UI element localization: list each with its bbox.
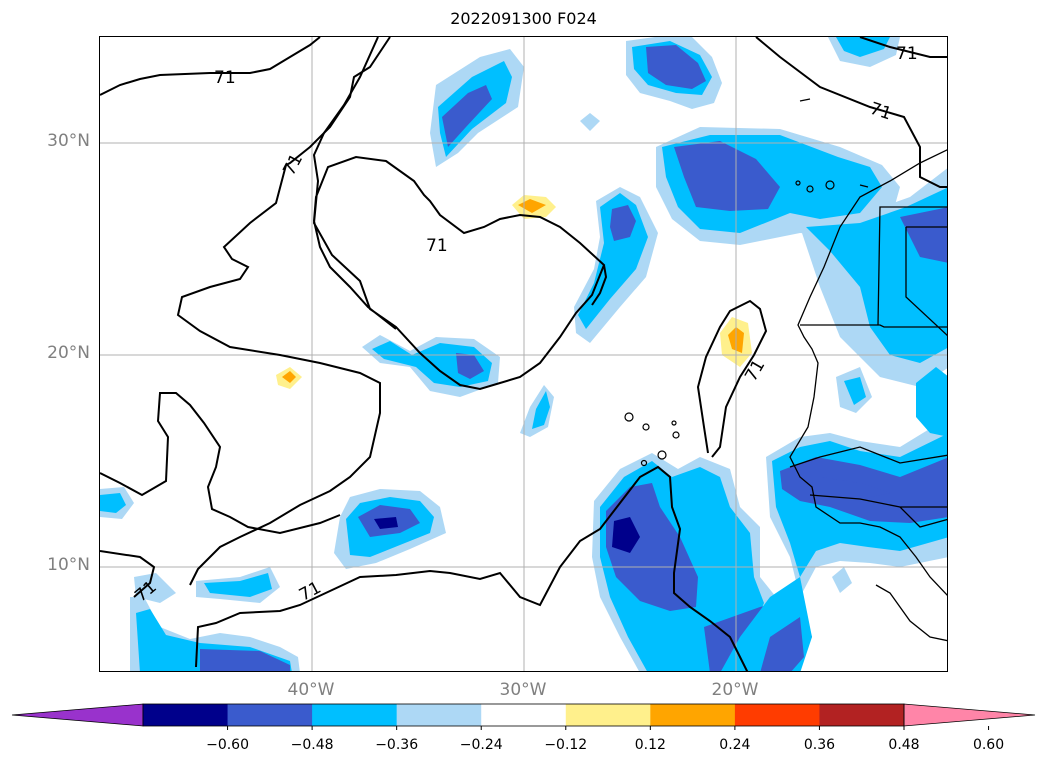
longitude-label: 40°W bbox=[287, 680, 335, 700]
negative-anomaly-region bbox=[674, 141, 780, 211]
map-plot-area: 71 71 71 71 71 71 71 71 bbox=[99, 36, 948, 672]
negative-anomaly-region bbox=[916, 367, 947, 437]
colorbar-cell bbox=[565, 704, 651, 726]
negative-anomaly-region bbox=[832, 567, 852, 593]
colorbar-tick-label: −0.12 bbox=[544, 737, 588, 753]
colorbar-cell bbox=[227, 704, 313, 726]
island-layer bbox=[624, 180, 835, 467]
latitude-label: 30°N bbox=[47, 131, 90, 151]
colorbar-tick-label: −0.36 bbox=[375, 737, 419, 753]
negative-anomaly-region bbox=[134, 573, 176, 603]
negative-anomaly-region bbox=[820, 477, 890, 499]
coastline-layer bbox=[789, 98, 947, 642]
negative-anomaly-region bbox=[580, 113, 600, 131]
colorbar-outline bbox=[142, 703, 905, 727]
negative-anomaly-region bbox=[844, 377, 866, 405]
colorbar-cell bbox=[481, 704, 567, 726]
contour-label: 71 bbox=[426, 236, 448, 256]
colorbar-cell bbox=[312, 704, 398, 726]
contour-label: 71 bbox=[867, 99, 894, 125]
colorbar-extend-low bbox=[11, 703, 144, 727]
latitude-label: 10°N bbox=[47, 555, 90, 575]
negative-anomaly-region bbox=[374, 517, 398, 529]
negative-anomaly-region bbox=[646, 45, 706, 89]
negative-anomaly-region bbox=[456, 353, 484, 379]
negative-anomaly-region bbox=[100, 493, 126, 513]
contour-label: 71 bbox=[214, 68, 236, 88]
negative-anomaly-region bbox=[532, 391, 550, 429]
negative-anomaly-region bbox=[200, 649, 290, 671]
map-title: 2022091300 F024 bbox=[450, 9, 597, 28]
negative-anomaly-region bbox=[760, 617, 804, 671]
colorbar-extend-high bbox=[903, 703, 1036, 727]
colorbar-tick-label: 0.24 bbox=[719, 737, 751, 753]
positive-anomaly-region bbox=[282, 371, 296, 383]
colorbar-tick-label: 0.12 bbox=[634, 737, 666, 753]
contour-label: 71 bbox=[896, 44, 918, 64]
colorbar bbox=[11, 703, 1036, 730]
colorbar-tick-label: −0.60 bbox=[206, 737, 249, 753]
negative-anomaly-region bbox=[204, 573, 272, 597]
contour-label: 71 bbox=[296, 578, 324, 606]
longitude-label: 30°W bbox=[499, 680, 547, 700]
colorbar-tick-label: −0.24 bbox=[459, 737, 503, 753]
colorbar-cell bbox=[734, 704, 820, 726]
negative-anomaly-region bbox=[900, 207, 947, 263]
colorbar-cell bbox=[396, 704, 482, 726]
contour-label: 71 bbox=[741, 356, 769, 385]
colorbar-tick-label: −0.48 bbox=[290, 737, 334, 753]
positive-anomaly-region bbox=[518, 199, 546, 213]
colorbar-cell bbox=[650, 704, 736, 726]
colorbar-tick-label: 0.48 bbox=[888, 737, 920, 753]
contour-layer bbox=[100, 37, 947, 671]
negative-anomaly-region bbox=[612, 517, 640, 553]
longitude-label: 20°W bbox=[711, 680, 759, 700]
latitude-label: 20°N bbox=[47, 343, 90, 363]
colorbar-tick-label: 0.36 bbox=[803, 737, 836, 753]
negative-anomaly-region bbox=[442, 85, 492, 147]
colorbar-cell bbox=[143, 704, 229, 726]
colorbar-cell bbox=[819, 704, 905, 726]
negative-anomaly-region bbox=[610, 205, 636, 241]
colorbar-tick-label: 0.60 bbox=[972, 737, 1005, 753]
graticule bbox=[100, 37, 947, 671]
